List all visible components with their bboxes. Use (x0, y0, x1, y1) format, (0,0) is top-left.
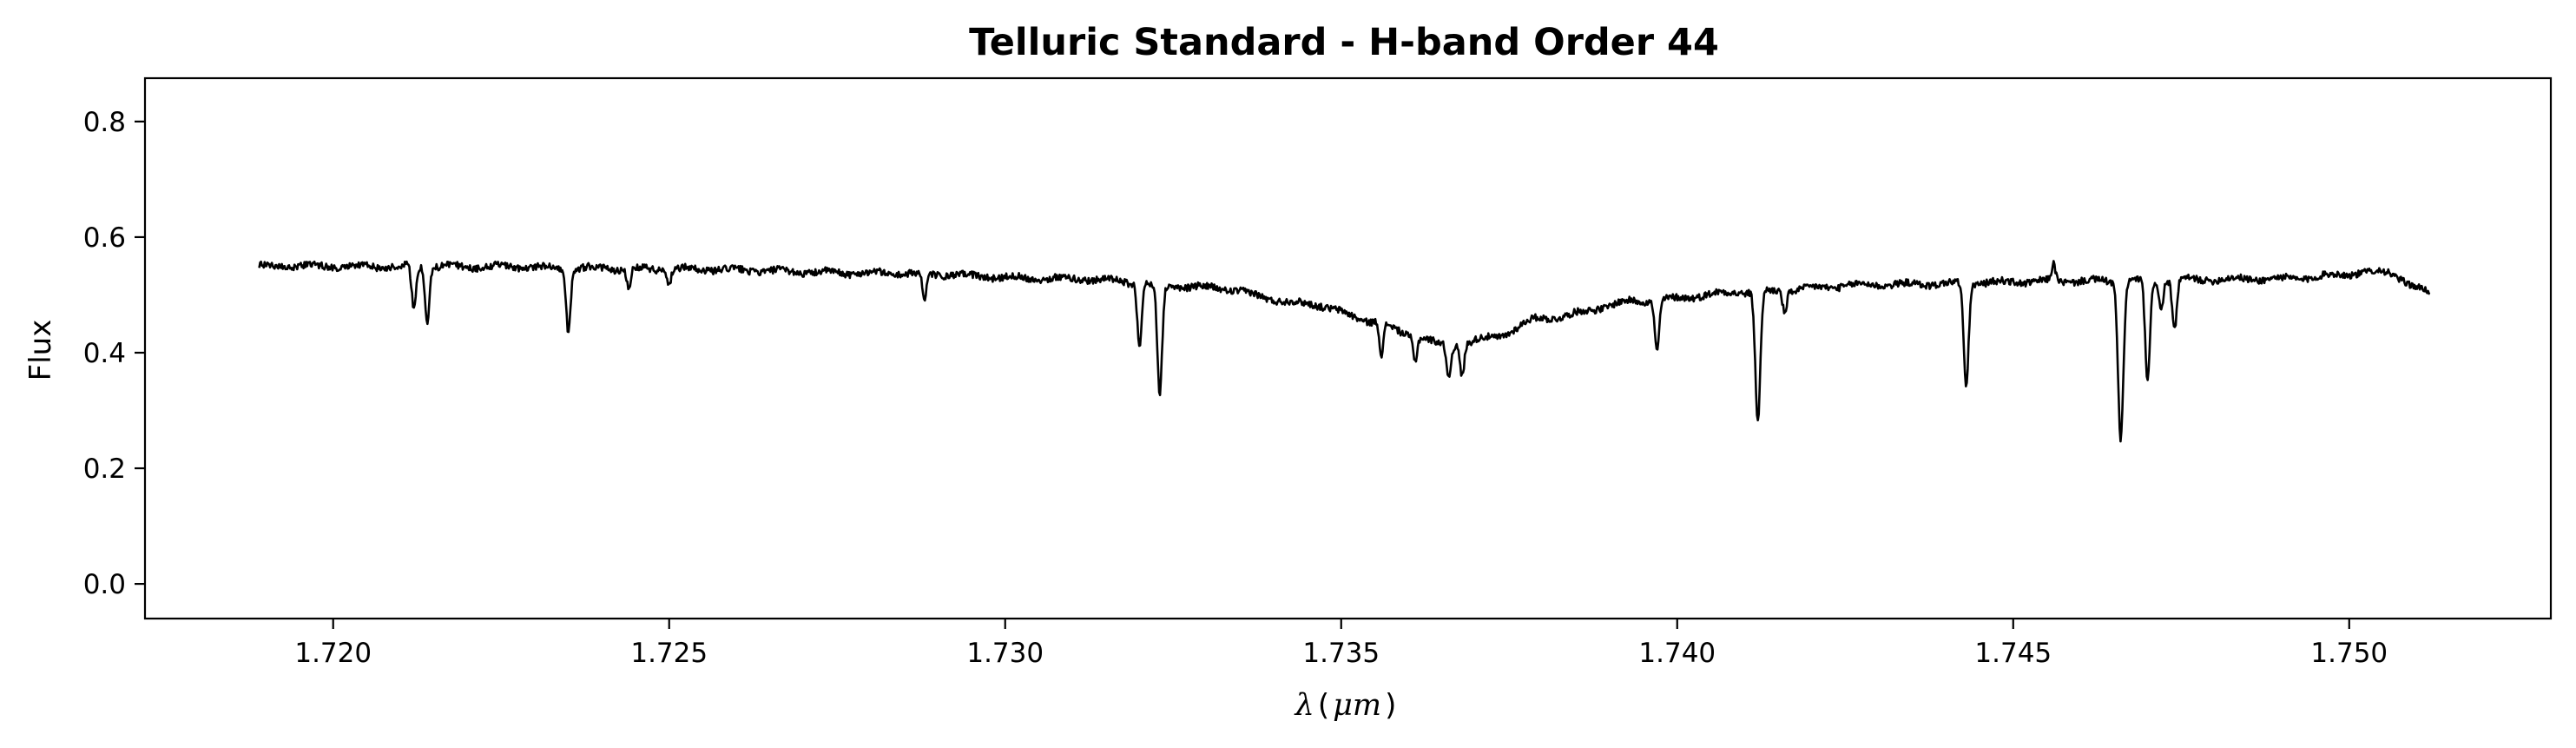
x-tick-label: 1.745 (1974, 638, 2052, 669)
x-tick-label: 1.730 (966, 638, 1044, 669)
axis-ticks: 1.720 1.725 1.730 1.735 1.740 1.745 1.750 0.0 0.… (83, 107, 2388, 669)
plot-frame (143, 76, 2553, 620)
y-tick-label: 0.4 (83, 338, 126, 369)
x-tick-label: 1.740 (1638, 638, 1716, 669)
x-tick-label: 1.735 (1302, 638, 1380, 669)
x-axis-symbol: λ (1294, 688, 1314, 723)
x-tick-label: 1.720 (294, 638, 372, 669)
x-tick-label: 1.725 (630, 638, 708, 669)
x-axis-label: λ ( μm ) (1294, 688, 1397, 723)
chart-title: Telluric Standard - H-band Order 44 (969, 21, 1719, 64)
y-tick-label: 0.2 (83, 453, 126, 485)
x-axis-close-paren: ) (1385, 688, 1396, 723)
y-axis-label: Flux (23, 320, 58, 381)
y-tick-label: 0.8 (83, 107, 126, 138)
spectrum-line (258, 260, 2431, 443)
y-tick-label: 0.6 (83, 222, 126, 254)
x-axis-open-paren: ( (1318, 688, 1329, 723)
y-tick-label: 0.0 (83, 569, 126, 600)
x-tick-label: 1.750 (2310, 638, 2388, 669)
x-axis-unit: μm (1333, 688, 1381, 723)
